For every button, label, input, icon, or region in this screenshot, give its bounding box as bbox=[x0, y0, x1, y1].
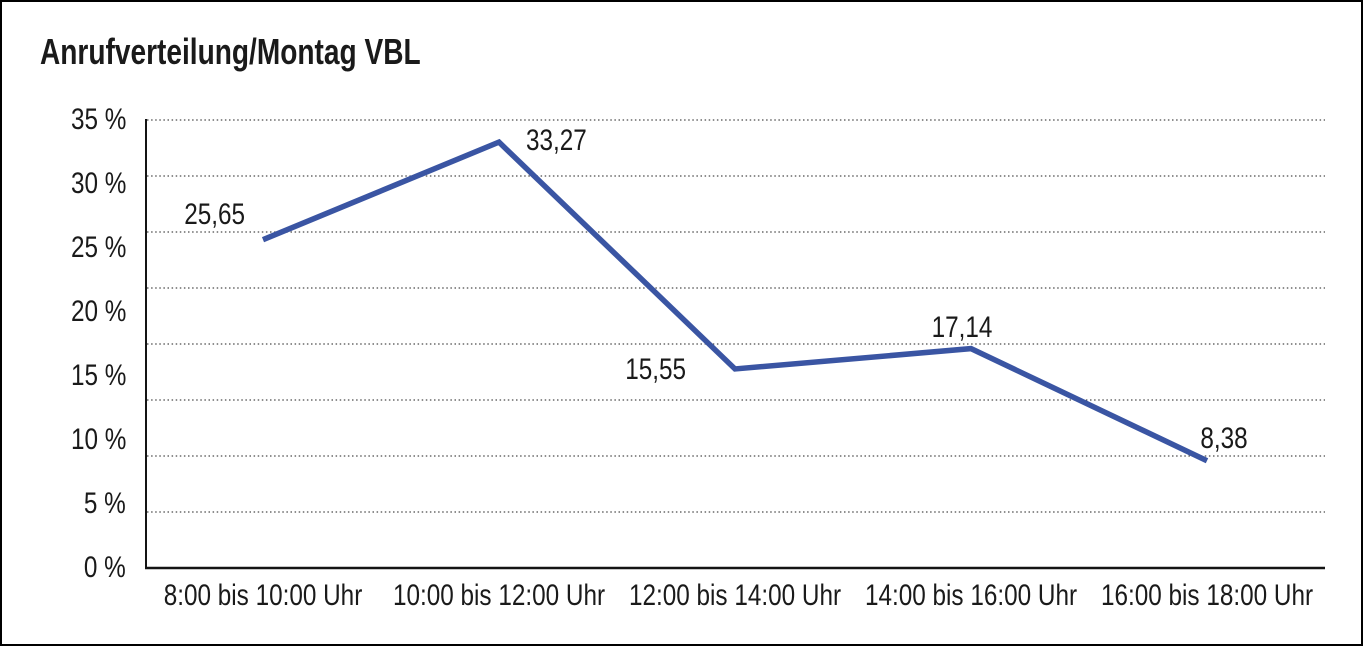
data-point-value-label: 25,65 bbox=[170, 197, 245, 233]
chart-title: Anrufverteilung/Montag VBL bbox=[40, 32, 528, 72]
x-tick-label-text: 16:00 bis 18:00 Uhr bbox=[1100, 579, 1314, 612]
data-point-value-label: 8,38 bbox=[1195, 421, 1253, 457]
data-series-line bbox=[261, 138, 1209, 464]
x-tick-label: 14:00 bis 16:00 Uhr bbox=[840, 578, 1102, 614]
x-tick-label-text: 10:00 bis 12:00 Uhr bbox=[392, 579, 606, 612]
y-tick-label-text: 5 % bbox=[84, 487, 126, 520]
data-point-value-text: 17,14 bbox=[931, 310, 993, 344]
x-tick-label-text: 12:00 bis 14:00 Uhr bbox=[628, 579, 842, 612]
x-tick-label: 8:00 bis 10:00 Uhr bbox=[140, 578, 385, 614]
data-point-value-text: 15,55 bbox=[625, 352, 686, 386]
y-tick-label-text: 30 % bbox=[70, 167, 126, 200]
y-tick-label-text: 25 % bbox=[70, 231, 126, 264]
y-tick-label-text: 10 % bbox=[70, 423, 126, 456]
data-point-value-text: 25,65 bbox=[184, 197, 245, 231]
y-tick-label: 20 % bbox=[58, 294, 126, 330]
y-tick-label: 5 % bbox=[74, 486, 126, 522]
y-tick-label-text: 20 % bbox=[70, 295, 126, 328]
y-tick-label: 30 % bbox=[58, 166, 126, 202]
x-tick-label: 10:00 bis 12:00 Uhr bbox=[368, 578, 630, 614]
x-tick-label-text: 8:00 bis 10:00 Uhr bbox=[163, 579, 363, 612]
x-tick-label: 12:00 bis 14:00 Uhr bbox=[604, 578, 866, 614]
chart-title-text: Anrufverteilung/Montag VBL bbox=[40, 31, 421, 72]
data-point-value-text: 33,27 bbox=[526, 124, 587, 158]
data-point-value-text: 8,38 bbox=[1200, 421, 1248, 455]
data-point-value-label: 17,14 bbox=[924, 310, 999, 346]
data-point-value-label: 15,55 bbox=[611, 352, 686, 388]
y-tick-label: 0 % bbox=[74, 550, 126, 586]
y-tick-label: 35 % bbox=[58, 102, 126, 138]
y-tick-label-text: 35 % bbox=[70, 103, 126, 136]
x-tick-label-text: 14:00 bis 16:00 Uhr bbox=[864, 579, 1078, 612]
y-tick-label-text: 0 % bbox=[84, 551, 126, 584]
y-tick-label: 15 % bbox=[58, 358, 126, 394]
y-tick-label-text: 15 % bbox=[70, 359, 126, 392]
data-point-value-label: 33,27 bbox=[526, 123, 601, 159]
x-tick-label: 16:00 bis 18:00 Uhr bbox=[1076, 578, 1338, 614]
y-tick-label: 25 % bbox=[58, 230, 126, 266]
y-tick-label: 10 % bbox=[58, 422, 126, 458]
